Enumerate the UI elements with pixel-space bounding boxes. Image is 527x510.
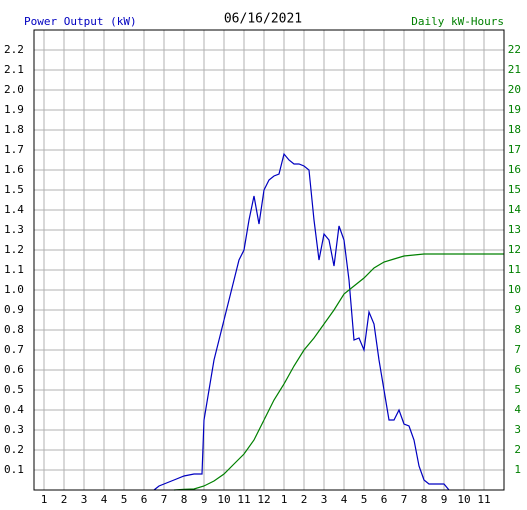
y-tick-label: 2.0 [4,83,24,96]
y2-tick-label: 1 [514,463,521,476]
x-tick-label: 7 [401,493,408,506]
y2-tick-label: 6 [514,363,521,376]
y2-tick-label: 16 [508,163,521,176]
y2-tick-label: 17 [508,143,521,156]
x-tick-label: 12 [257,493,270,506]
plot [153,152,504,491]
x-tick-label: 6 [141,493,148,506]
series-line [173,253,504,491]
y2-tick-label: 5 [514,383,521,396]
grid [34,30,504,490]
x-tick-label: 10 [457,493,470,506]
x-tick-label: 6 [381,493,388,506]
y-tick-label: 0.8 [4,323,24,336]
y-tick-label: 1.6 [4,163,24,176]
y-tick-label: 1.8 [4,123,24,136]
y2-tick-label: 21 [508,63,521,76]
y2-tick-label: 19 [508,103,521,116]
y-tick-label: 0.5 [4,383,24,396]
y2-tick-label: 22 [508,43,521,56]
y2-tick-label: 14 [508,203,522,216]
chart-title: 06/16/2021 [224,12,302,27]
y-tick-label: 2.1 [4,63,24,76]
y-tick-label: 0.3 [4,423,24,436]
series-line [153,152,450,491]
x-tick-label: 11 [237,493,250,506]
y2-tick-label: 11 [508,263,521,276]
y2-axis-label: Daily kW-Hours [411,15,504,28]
x-tick-label: 3 [321,493,328,506]
y2-tick-label: 8 [514,323,521,336]
y2-tick-label: 12 [508,243,521,256]
y-tick-label: 0.1 [4,463,24,476]
x-tick-label: 1 [281,493,288,506]
x-tick-label: 5 [121,493,128,506]
x-tick-label: 9 [441,493,448,506]
x-tick-label: 9 [201,493,208,506]
y2-tick-label: 13 [508,223,521,236]
x-tick-label: 5 [361,493,368,506]
y-tick-label: 1.7 [4,143,24,156]
x-tick-label: 3 [81,493,88,506]
y-tick-label: 1.0 [4,283,24,296]
plot-frame [33,29,505,491]
y2-tick-label: 3 [514,423,521,436]
y2-tick-label: 7 [514,343,521,356]
x-tick-label: 8 [181,493,188,506]
x-tick-label: 10 [217,493,230,506]
y2-tick-label: 4 [514,403,521,416]
x-tick-label: 11 [477,493,490,506]
y-axis-label: Power Output (kW) [24,15,137,28]
y-tick-label: 1.9 [4,103,24,116]
y-tick-label: 0.7 [4,343,24,356]
y2-tick-label: 15 [508,183,521,196]
y2-tick-label: 10 [508,283,521,296]
x-tick-label: 2 [61,493,68,506]
y-tick-label: 1.2 [4,243,24,256]
y-tick-label: 1.5 [4,183,24,196]
y-tick-label: 0.4 [4,403,24,416]
y-tick-label: 1.3 [4,223,24,236]
x-tick-label: 4 [101,493,108,506]
y-tick-label: 1.4 [4,203,24,216]
x-tick-label: 2 [301,493,308,506]
y-tick-label: 0.9 [4,303,24,316]
x-tick-label: 1 [41,493,48,506]
y-tick-label: 2.2 [4,43,24,56]
y2-tick-label: 18 [508,123,521,136]
y-tick-label: 0.6 [4,363,24,376]
x-tick-label: 8 [421,493,428,506]
y-tick-label: 1.1 [4,263,24,276]
y2-tick-label: 20 [508,83,521,96]
y2-tick-label: 9 [514,303,521,316]
x-tick-label: 7 [161,493,168,506]
y2-tick-label: 2 [514,443,521,456]
x-tick-label: 4 [341,493,348,506]
y-tick-label: 0.2 [4,443,24,456]
